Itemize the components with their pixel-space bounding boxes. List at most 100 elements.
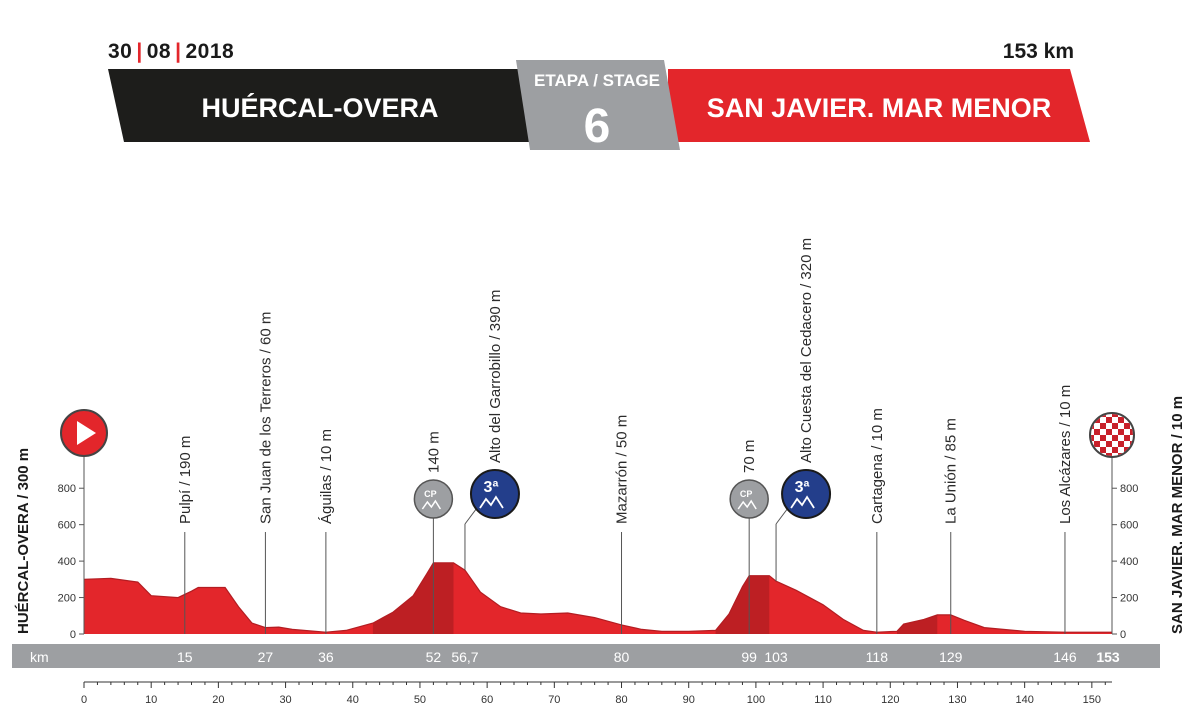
finish-marker	[1089, 412, 1135, 458]
km-band	[12, 644, 1160, 668]
y-tick-label-left: 600	[58, 520, 76, 532]
flag-square	[1106, 453, 1112, 456]
badge-connector	[775, 507, 789, 525]
flag-square	[1106, 423, 1112, 429]
waypoint-label: Mazarrón / 50 m	[614, 415, 631, 524]
waypoint-label: San Juan de los Terreros / 60 m	[257, 312, 274, 524]
flag-square	[1091, 435, 1094, 441]
sprint-badge	[413, 479, 454, 519]
start-city: HUÉRCAL-OVERA	[201, 92, 438, 123]
km-band-label: km	[30, 649, 49, 665]
km-point-label: 80	[614, 649, 630, 665]
climb-shading	[897, 614, 938, 634]
flag-square	[1118, 429, 1124, 435]
climb-category-label: 3ª	[484, 479, 499, 496]
km-point-label: 15	[177, 649, 193, 665]
y-tick-label-left: 800	[58, 483, 76, 495]
flag-square	[1118, 417, 1124, 423]
stage-number: 6	[584, 100, 611, 153]
flag-square	[1112, 423, 1118, 429]
finish-side-label: SAN JAVIER. MAR MENOR / 10 m	[1169, 396, 1186, 634]
flag-square	[1094, 441, 1100, 447]
flag-square	[1130, 435, 1133, 441]
climb-category-label: 3ª	[795, 479, 810, 496]
sprint-badge	[729, 479, 769, 519]
distance-axis: 0 10 20 30 40 50 60 70 80 90 100 110 120 130 140 150	[81, 681, 1112, 706]
y-tick-label-left: 400	[58, 556, 76, 568]
mountain-icon	[737, 499, 757, 510]
waypoint-label: Cartagena / 10 m	[869, 408, 886, 524]
x-tick-label: 120	[881, 694, 899, 706]
flag-square	[1124, 423, 1130, 429]
flag-square	[1106, 441, 1112, 447]
sprint-badge-label: CP	[424, 489, 437, 499]
flag-square	[1106, 435, 1112, 441]
x-tick-label: 130	[948, 694, 966, 706]
km-point-label: 153	[1096, 649, 1120, 665]
flag-square	[1112, 417, 1118, 423]
sprint-badge-label: CP	[740, 489, 753, 499]
flag-square	[1130, 453, 1133, 456]
waypoint-label: Alto Cuesta del Cedacero / 320 m	[798, 238, 815, 463]
x-tick-label: 70	[548, 694, 560, 706]
x-tick-label: 50	[414, 694, 426, 706]
flag-square	[1112, 414, 1118, 417]
stage-distance: 153 km	[1002, 40, 1074, 63]
km-point-label: 99	[741, 649, 757, 665]
badge-connector	[464, 507, 478, 525]
climb-category-badge	[781, 469, 832, 519]
waypoint-label: 70 m	[741, 440, 758, 473]
mountain-icon	[790, 495, 815, 509]
flag-square	[1100, 423, 1106, 429]
waypoint-label: Águilas / 10 m	[318, 429, 335, 524]
flag-square	[1118, 423, 1124, 429]
elevation-axes: 0 0 200 200 400 400 600 600 800 800	[58, 483, 1139, 641]
flag-square	[1124, 429, 1130, 435]
x-tick-label: 30	[279, 694, 291, 706]
stage-date: 30 | 08 | 2018	[108, 40, 235, 63]
finish-city: SAN JAVIER. MAR MENOR	[707, 93, 1052, 123]
flag-square	[1091, 414, 1094, 417]
x-tick-label: 0	[81, 694, 87, 706]
x-tick-label: 60	[481, 694, 493, 706]
x-tick-label: 20	[212, 694, 224, 706]
km-point-label: 27	[258, 649, 274, 665]
flag-square	[1118, 435, 1124, 441]
elevation-profile	[83, 562, 1112, 634]
flag-square	[1106, 429, 1112, 435]
x-tick-label: 80	[615, 694, 627, 706]
finish-banner	[668, 69, 1090, 142]
waypoints: Pulpí / 190 m San Juan de los Terreros / …	[177, 238, 1074, 634]
flag-square	[1118, 441, 1124, 447]
y-tick-label-left: 0	[70, 629, 76, 641]
flag-square	[1106, 447, 1112, 453]
km-point-label: 52	[426, 649, 442, 665]
x-tick-label: 40	[347, 694, 359, 706]
flag-square	[1100, 447, 1106, 453]
start-side-label: HUÉRCAL-OVERA / 300 m	[15, 448, 32, 634]
flag-square	[1100, 417, 1106, 423]
stage-label: ETAPA / STAGE	[534, 71, 660, 90]
flag-square	[1100, 441, 1106, 447]
profile-area	[84, 562, 1112, 634]
flag-square	[1112, 441, 1118, 447]
flag-square	[1091, 453, 1094, 456]
flag-square	[1100, 435, 1106, 441]
flag-square	[1094, 435, 1100, 441]
flag-square	[1112, 453, 1118, 456]
flag-square	[1124, 435, 1130, 441]
waypoint-label: La Unión / 85 m	[943, 418, 960, 524]
x-tick-label: 140	[1015, 694, 1033, 706]
flag-square	[1130, 429, 1133, 435]
waypoint-label: Los Alcázares / 10 m	[1057, 385, 1074, 524]
flag-square	[1100, 429, 1106, 435]
y-tick-label-right: 200	[1120, 593, 1138, 605]
checkered-flag-icon	[1091, 414, 1133, 456]
flag-square	[1094, 423, 1100, 429]
mountain-icon	[421, 499, 442, 510]
flag-square	[1112, 429, 1118, 435]
flag-square	[1130, 414, 1133, 417]
y-tick-label-right: 800	[1120, 483, 1138, 495]
flag-square	[1106, 417, 1112, 423]
